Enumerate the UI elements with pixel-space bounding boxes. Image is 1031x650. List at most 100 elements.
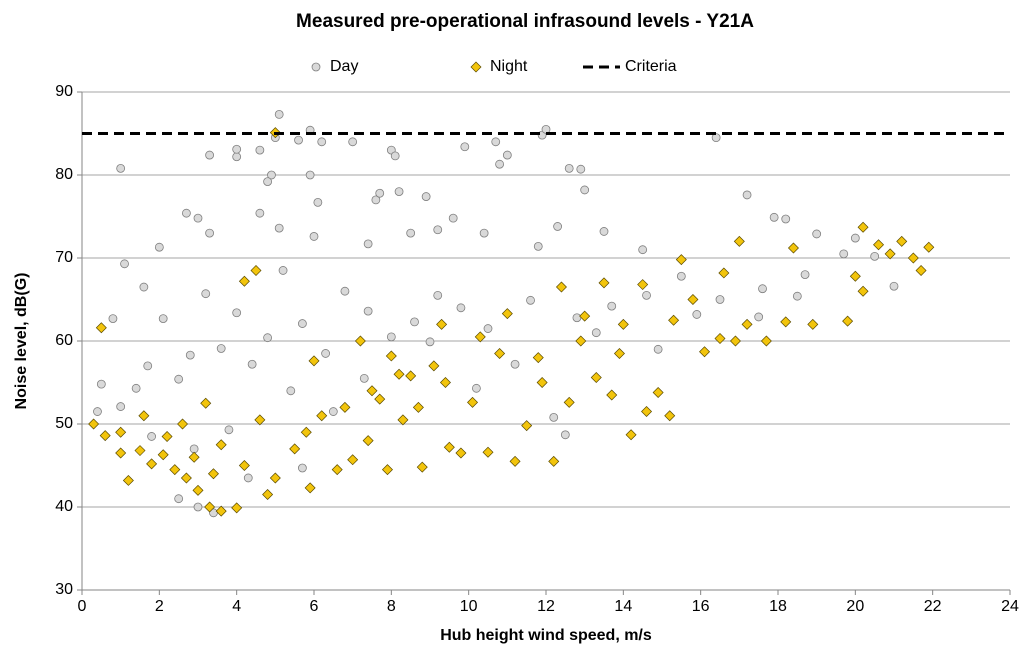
night-point [192, 484, 204, 496]
day-point [386, 332, 396, 342]
day-point [189, 444, 199, 454]
day-point [580, 185, 590, 195]
day-point [889, 281, 899, 291]
y-tick-label: 60 [55, 332, 73, 349]
day-point [754, 312, 764, 322]
x-tick-label: 18 [769, 598, 787, 615]
night-point [598, 277, 610, 289]
day-point [591, 328, 601, 338]
day-point [255, 145, 265, 155]
day-point [711, 133, 721, 143]
night-point [412, 401, 424, 413]
night-point [884, 248, 896, 260]
day-point [433, 290, 443, 300]
night-point [385, 350, 397, 362]
day-point [495, 159, 505, 169]
night-point [617, 318, 629, 330]
night-point [652, 386, 664, 398]
y-axis-title: Noise level, dB(G) [13, 273, 30, 410]
day-point [742, 190, 752, 200]
day-point [448, 213, 458, 223]
day-point [456, 303, 466, 313]
day-point [553, 222, 562, 231]
night-point [405, 370, 417, 382]
night-point [668, 314, 680, 326]
day-point [247, 359, 257, 369]
x-tick-label: 8 [387, 598, 396, 615]
day-point [313, 197, 323, 207]
night-point [354, 335, 366, 347]
day-point [638, 245, 648, 255]
night-point [641, 406, 653, 418]
night-point [316, 410, 328, 422]
day-point [328, 407, 338, 416]
day-point [340, 286, 350, 296]
x-tick-label: 16 [692, 598, 710, 615]
day-point [108, 314, 118, 323]
night-point [393, 368, 405, 380]
night-point [331, 464, 343, 476]
night-point [436, 318, 448, 330]
night-point [397, 414, 409, 426]
night-point [157, 449, 169, 461]
night-point [494, 347, 506, 359]
day-point [839, 249, 849, 259]
day-point [154, 242, 164, 252]
night-point [308, 355, 320, 367]
night-point [729, 335, 741, 347]
night-point [381, 464, 393, 476]
day-point [147, 432, 157, 441]
night-point [138, 410, 150, 422]
day-point [375, 188, 385, 198]
day-point [502, 150, 512, 160]
x-tick-label: 10 [460, 598, 478, 615]
day-point [224, 425, 234, 435]
day-point [116, 402, 126, 411]
night-point [780, 316, 792, 328]
day-point [715, 295, 725, 304]
night-point [115, 447, 127, 459]
day-point [216, 344, 226, 353]
day-point [363, 239, 373, 249]
night-point [304, 482, 316, 494]
day-point [406, 228, 416, 238]
night-point [177, 418, 189, 430]
night-point [254, 414, 266, 426]
day-point [870, 251, 880, 261]
legend-marker [470, 61, 482, 73]
night-point [687, 294, 699, 305]
day-point [812, 229, 822, 239]
x-tick-label: 0 [78, 598, 87, 615]
day-point [201, 289, 211, 299]
night-point [532, 352, 544, 364]
day-point [576, 164, 586, 174]
night-point [637, 279, 649, 291]
night-point [455, 447, 467, 459]
night-point [188, 451, 200, 463]
day-point [232, 144, 242, 154]
day-point [676, 271, 686, 281]
night-point [474, 331, 486, 343]
y-tick-label: 40 [55, 498, 73, 515]
night-point [760, 335, 772, 347]
day-point [205, 150, 215, 160]
y-tick-label: 90 [55, 83, 73, 100]
day-point [297, 319, 307, 328]
x-tick-label: 24 [1001, 598, 1019, 615]
night-point [362, 435, 374, 447]
day-point [120, 259, 129, 269]
night-point [563, 396, 575, 408]
day-point [526, 295, 535, 305]
legend-label: Criteria [625, 58, 677, 75]
day-point [781, 214, 791, 224]
legend-label: Day [330, 58, 358, 75]
day-point [792, 291, 802, 301]
day-point [232, 152, 242, 162]
day-point [263, 333, 273, 343]
y-tick-label: 30 [55, 581, 73, 598]
night-point [443, 441, 455, 453]
day-point [564, 163, 574, 173]
night-point [923, 241, 935, 253]
day-point [93, 407, 102, 416]
day-point [758, 284, 767, 294]
